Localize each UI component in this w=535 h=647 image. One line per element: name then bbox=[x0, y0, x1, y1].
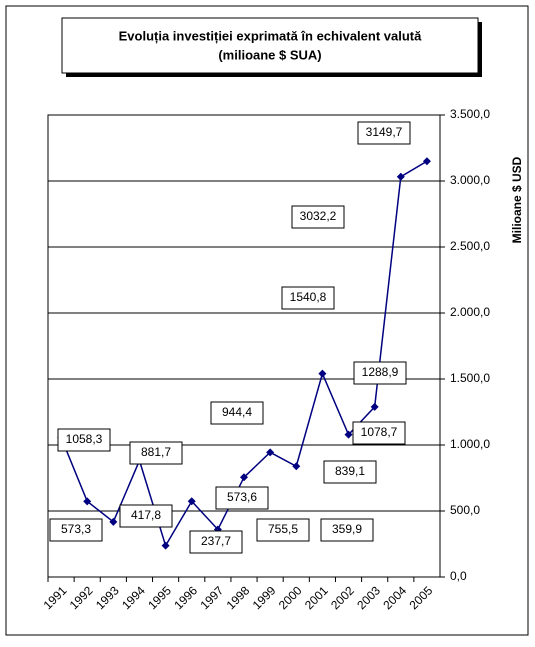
value-label: 3149,7 bbox=[366, 125, 403, 139]
value-label-box bbox=[119, 504, 173, 528]
value-label-box bbox=[129, 441, 183, 465]
value-label: 573,6 bbox=[227, 490, 257, 504]
y-tick-label: 500,0 bbox=[450, 503, 480, 517]
y-tick-label: 1.000,0 bbox=[450, 437, 490, 451]
value-label: 881,7 bbox=[141, 445, 171, 459]
y-tick-label: 2.500,0 bbox=[450, 239, 490, 253]
value-label-box bbox=[215, 486, 269, 510]
value-label-box bbox=[49, 518, 103, 542]
value-label-box bbox=[210, 401, 264, 425]
value-label: 3032,2 bbox=[300, 209, 337, 223]
value-label-box bbox=[291, 205, 345, 229]
point bbox=[292, 462, 301, 471]
value-label: 417,8 bbox=[131, 508, 161, 522]
value-label-box bbox=[323, 460, 377, 484]
value-label-box bbox=[281, 286, 335, 310]
point bbox=[240, 473, 248, 482]
y-tick-label: 3.500,0 bbox=[450, 107, 490, 121]
point bbox=[344, 430, 353, 439]
value-label-box bbox=[189, 530, 243, 554]
value-label: 1288,9 bbox=[362, 365, 399, 379]
value-label: 1058,3 bbox=[66, 432, 103, 446]
point bbox=[370, 402, 379, 411]
title-box bbox=[61, 17, 479, 74]
value-label: 237,7 bbox=[201, 534, 231, 548]
value-label: 944,4 bbox=[222, 405, 252, 419]
value-label-box bbox=[256, 518, 310, 542]
value-label: 359,9 bbox=[332, 522, 362, 536]
chart-title: Evoluția investiției exprimată în echiva… bbox=[119, 28, 422, 43]
point bbox=[396, 172, 405, 181]
point bbox=[422, 157, 431, 166]
y-tick-label: 0,0 bbox=[450, 569, 467, 583]
y-axis-title: Milioane $ USD bbox=[510, 156, 524, 243]
y-tick-label: 3.000,0 bbox=[450, 173, 490, 187]
value-label-box bbox=[353, 361, 407, 385]
value-label: 1540,8 bbox=[290, 290, 327, 304]
y-tick-label: 1.500,0 bbox=[450, 371, 490, 385]
y-tick-label: 2.000,0 bbox=[450, 305, 490, 319]
chart-subtitle: (milioane $ SUA) bbox=[218, 47, 321, 62]
value-label-box bbox=[352, 421, 406, 445]
point bbox=[109, 517, 118, 526]
value-label: 755,5 bbox=[268, 522, 298, 536]
value-label: 1078,7 bbox=[361, 425, 398, 439]
value-label-box bbox=[357, 121, 411, 145]
point bbox=[266, 448, 275, 457]
value-label: 573,3 bbox=[61, 522, 91, 536]
point bbox=[318, 369, 327, 378]
value-label-box bbox=[320, 518, 374, 542]
point bbox=[161, 541, 170, 550]
value-label-box bbox=[57, 428, 111, 452]
value-label: 839,1 bbox=[335, 464, 365, 478]
point bbox=[83, 497, 92, 506]
point bbox=[187, 497, 196, 506]
